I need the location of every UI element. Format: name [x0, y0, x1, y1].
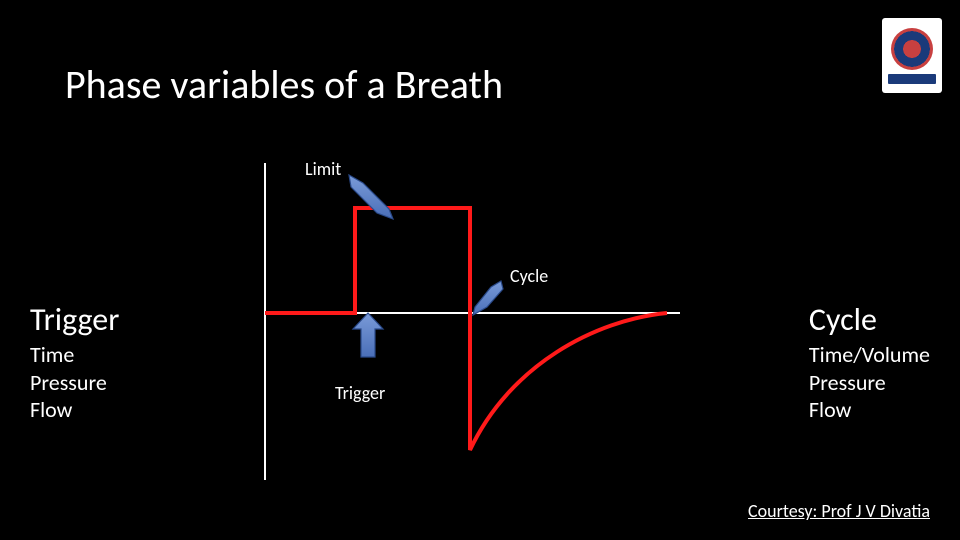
logo-emblem	[891, 28, 933, 70]
breath-diagram	[255, 155, 685, 485]
trigger-sub-time: Time	[30, 341, 119, 369]
trigger-arrow	[353, 313, 383, 357]
trigger-heading: Trigger	[30, 300, 119, 339]
logo-band	[888, 74, 936, 84]
trigger-block: Trigger Time Pressure Flow	[30, 300, 119, 424]
cycle-arrow	[473, 281, 503, 315]
org-logo	[882, 18, 942, 93]
cycle-heading: Cycle	[809, 300, 930, 339]
trigger-sub-pressure: Pressure	[30, 369, 119, 397]
page-title: Phase variables of a Breath	[65, 60, 503, 109]
cycle-sub-pressure: Pressure	[809, 369, 930, 397]
cycle-sub-time: Time/Volume	[809, 341, 930, 369]
flow-waveform	[265, 208, 667, 450]
courtesy-credit: Courtesy: Prof J V Divatia	[748, 500, 930, 522]
cycle-sub-flow: Flow	[809, 396, 930, 424]
cycle-block: Cycle Time/Volume Pressure Flow	[809, 300, 930, 424]
trigger-sub-flow: Flow	[30, 396, 119, 424]
